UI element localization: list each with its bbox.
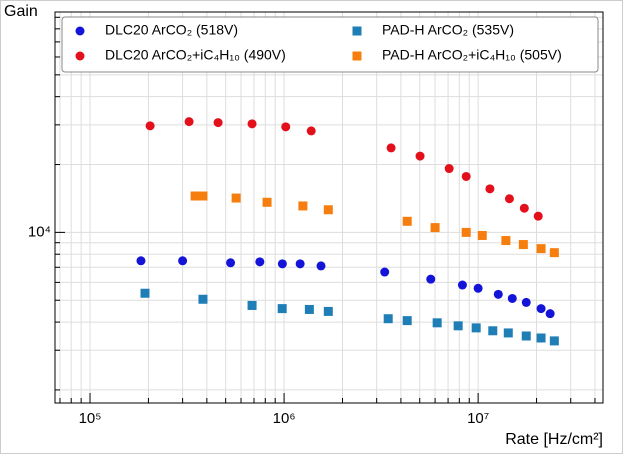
point bbox=[477, 230, 487, 240]
point bbox=[521, 331, 531, 341]
point bbox=[226, 258, 236, 268]
point bbox=[432, 318, 442, 328]
point bbox=[444, 164, 454, 174]
point bbox=[473, 283, 483, 293]
point bbox=[402, 316, 412, 326]
point bbox=[457, 280, 467, 290]
legend-label: DLC20 ArCO₂+iC₄H₁₀ (490V) bbox=[105, 47, 286, 63]
point bbox=[306, 126, 316, 136]
point bbox=[247, 119, 257, 129]
legend-marker bbox=[352, 51, 362, 61]
point bbox=[485, 184, 495, 194]
point bbox=[190, 191, 200, 201]
point bbox=[545, 309, 555, 319]
legend-label: PAD-H ArCO₂ (535V) bbox=[382, 22, 514, 38]
legend-label: PAD-H ArCO₂+iC₄H₁₀ (505V) bbox=[382, 47, 562, 63]
point bbox=[255, 257, 265, 267]
point bbox=[503, 328, 513, 338]
point bbox=[461, 171, 471, 181]
y-tick-label: 10⁴ bbox=[28, 223, 51, 240]
y-axis-label: Gain bbox=[4, 3, 38, 20]
x-tick-label: 10⁶ bbox=[273, 410, 296, 427]
point bbox=[277, 304, 287, 314]
point bbox=[453, 321, 463, 331]
legend-marker bbox=[352, 26, 362, 36]
point bbox=[281, 122, 291, 132]
point bbox=[536, 244, 546, 254]
plot-frame bbox=[54, 11, 604, 404]
point bbox=[549, 336, 559, 346]
point bbox=[430, 223, 440, 233]
point bbox=[501, 236, 511, 246]
point bbox=[213, 118, 223, 128]
point bbox=[277, 259, 287, 269]
legend-label: DLC20 ArCO₂ (518V) bbox=[105, 22, 238, 38]
point bbox=[247, 300, 257, 310]
point bbox=[519, 203, 529, 213]
point bbox=[380, 267, 390, 277]
point bbox=[383, 314, 393, 324]
point bbox=[184, 117, 194, 127]
legend-marker bbox=[75, 51, 85, 61]
point bbox=[533, 211, 543, 221]
point bbox=[521, 297, 531, 307]
point bbox=[386, 143, 396, 153]
point bbox=[136, 256, 146, 266]
point bbox=[488, 326, 498, 336]
point bbox=[323, 306, 333, 316]
point bbox=[536, 333, 546, 343]
point bbox=[493, 289, 503, 299]
point bbox=[316, 261, 326, 271]
point bbox=[198, 294, 208, 304]
point bbox=[140, 288, 150, 298]
point bbox=[471, 323, 481, 333]
point bbox=[198, 191, 208, 201]
x-axis-label: Rate [Hz/cm²] bbox=[505, 431, 603, 448]
point bbox=[323, 205, 333, 215]
point bbox=[402, 216, 412, 226]
legend-box bbox=[61, 16, 599, 73]
point bbox=[415, 151, 425, 161]
point bbox=[145, 121, 155, 131]
point bbox=[536, 304, 546, 314]
point bbox=[507, 293, 517, 303]
point bbox=[231, 193, 241, 203]
legend-marker bbox=[75, 26, 85, 36]
point bbox=[298, 201, 308, 211]
point bbox=[295, 259, 305, 269]
x-tick-label: 10⁷ bbox=[467, 410, 489, 427]
point bbox=[549, 248, 559, 258]
point bbox=[426, 274, 436, 284]
point bbox=[178, 256, 188, 266]
point bbox=[262, 197, 272, 207]
point bbox=[304, 304, 314, 314]
point bbox=[461, 227, 471, 237]
x-tick-label: 10⁵ bbox=[79, 410, 102, 427]
point bbox=[518, 240, 528, 250]
point bbox=[504, 194, 514, 204]
